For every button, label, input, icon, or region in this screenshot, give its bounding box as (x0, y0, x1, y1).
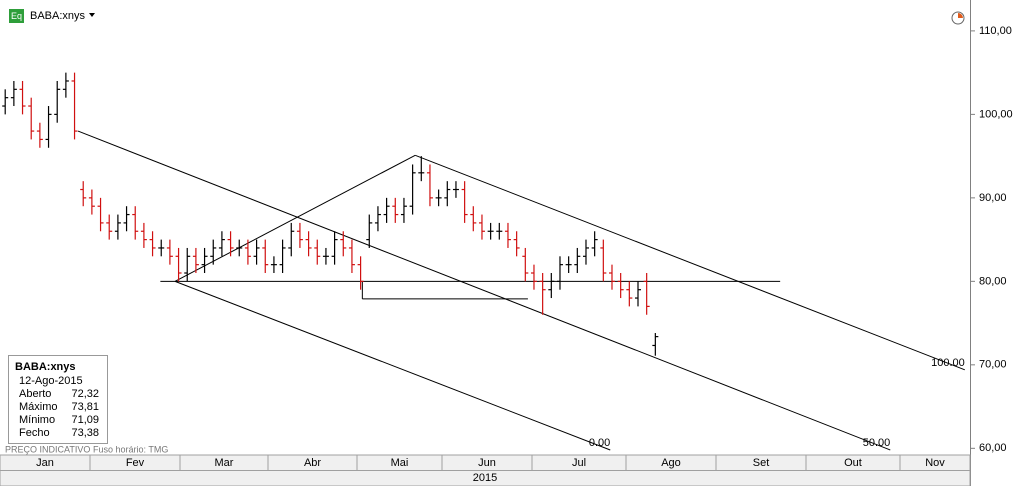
info-box: BABA:xnys 12-Ago-2015 (8, 355, 108, 444)
channel-line (415, 154, 965, 371)
x-tick-label: Ago (661, 457, 681, 469)
x-tick-label: Fev (126, 457, 145, 469)
icon-text: Eq (11, 11, 22, 21)
channel-line (77, 130, 891, 451)
info-label: Fecho (19, 427, 50, 439)
info-label: Máximo (19, 401, 58, 413)
x-tick-label: Jun (478, 457, 496, 469)
channel-label: 0.00 (589, 437, 610, 449)
x-tick-label: Jul (572, 457, 586, 469)
x-tick-label: Nov (925, 457, 945, 469)
y-tick-label: 90,00 (979, 192, 1007, 204)
clock-icon (958, 13, 963, 18)
info-value: 71,09 (71, 414, 99, 426)
info-label: Aberto (19, 388, 51, 400)
y-tick-label: 100,00 (979, 108, 1013, 120)
y-tick-label: 70,00 (979, 359, 1007, 371)
dropdown-arrow[interactable] (89, 13, 95, 17)
symbol-icon[interactable] (9, 9, 24, 23)
x-tick-label: Set (753, 457, 770, 469)
year-label: 2015 (473, 472, 497, 484)
timezone-note: Fuso horário: TMG (93, 444, 168, 454)
symbol[interactable]: BABA:xnys (30, 10, 86, 22)
info-box-frame (8, 355, 108, 444)
info-date: 12-Ago-2015 (19, 375, 83, 387)
x-tick-label: Mai (391, 457, 409, 469)
channel-label: 50.00 (863, 437, 891, 449)
x-tick-label: Jan (36, 457, 54, 469)
info-label: Mínimo (19, 414, 55, 426)
source-note: PREÇO INDICATIVO (5, 444, 90, 454)
channel-line (174, 280, 611, 451)
x-tick-label: Abr (304, 457, 321, 469)
channel-label: 100.00 (931, 357, 965, 369)
info-title: BABA:xnys (15, 361, 76, 373)
info-value: 73,81 (71, 401, 99, 413)
y-tick-label: 60,00 (979, 442, 1007, 454)
y-tick-label: 110,00 (979, 25, 1012, 37)
trend-line (174, 154, 416, 282)
y-tick-label: 80,00 (979, 275, 1007, 287)
info-value: 73,38 (71, 427, 99, 439)
x-tick-label: Mar (215, 457, 234, 469)
info-value: 72,32 (71, 388, 99, 400)
x-tick-label: Out (844, 457, 862, 469)
